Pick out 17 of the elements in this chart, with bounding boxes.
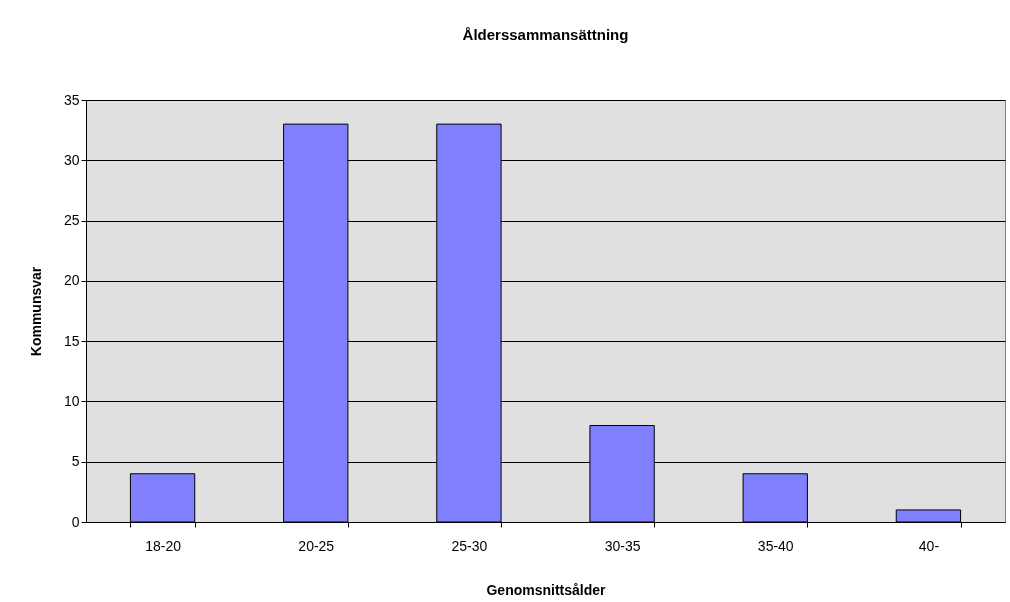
x-axis-title: Genomsnittsålder [486, 581, 607, 598]
chart-title: Ålderssammansättning [462, 26, 629, 43]
y-tick-label: 10 [63, 392, 80, 409]
y-tick-label: 20 [63, 272, 80, 289]
x-tick-label: 40- [918, 537, 940, 554]
x-tick-label: 18-20 [145, 537, 182, 554]
y-tick-label: 15 [63, 332, 80, 349]
x-tick-label: 30-35 [604, 537, 641, 554]
x-tick-label: 25-30 [451, 537, 488, 554]
x-tick-label: 20-25 [298, 537, 335, 554]
y-tick-label: 25 [63, 212, 80, 229]
x-tick-label: 35-40 [757, 537, 794, 554]
y-tick-label: 35 [63, 91, 80, 108]
y-tick-label: 30 [63, 151, 80, 168]
y-tick-label: 5 [71, 453, 80, 470]
y-axis-title: Kommunsvar [27, 266, 44, 357]
y-tick-label: 0 [71, 513, 80, 530]
